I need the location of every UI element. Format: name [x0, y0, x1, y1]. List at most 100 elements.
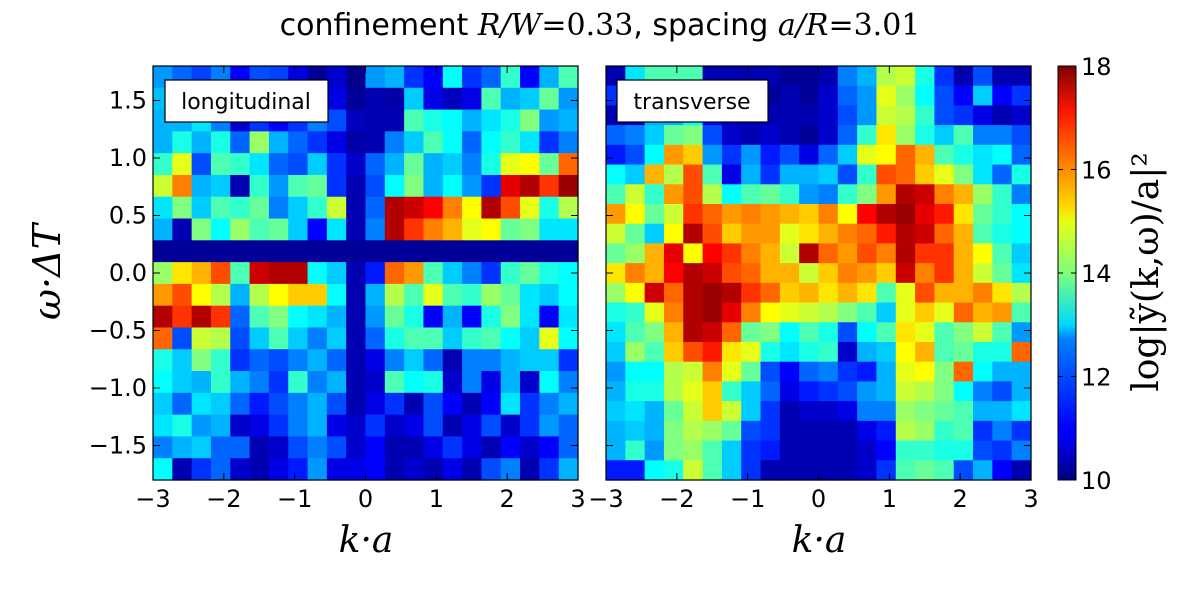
heatmap-cell	[481, 87, 502, 111]
heatmap-cell	[191, 327, 212, 350]
heatmap-cell	[663, 263, 684, 284]
heatmap-cell	[365, 305, 386, 329]
colorbar-tick-label: 18	[1081, 53, 1112, 81]
heatmap-cell	[172, 458, 193, 481]
heatmap-cell	[779, 105, 800, 126]
colorbar-label: log|ỹ(k,ω)/a|²	[1126, 152, 1167, 392]
heatmap-cell	[326, 283, 347, 307]
heatmap-cell	[249, 349, 270, 372]
heatmap-cell	[326, 305, 347, 329]
heatmap-cell	[934, 223, 955, 245]
heatmap-cell	[365, 66, 386, 89]
heatmap-cell	[934, 184, 955, 205]
heatmap-cell	[404, 87, 425, 111]
heatmap-cell	[520, 174, 540, 198]
heatmap-cell	[210, 349, 231, 372]
heatmap-cell	[172, 414, 193, 438]
heatmap-cell	[779, 440, 800, 461]
heatmap-cell	[230, 240, 251, 263]
heatmap-cell	[288, 305, 309, 329]
heatmap-cell	[895, 302, 916, 323]
heatmap-cell	[404, 392, 425, 416]
heatmap-cell	[153, 436, 173, 459]
heatmap-cell	[702, 460, 723, 481]
heatmap-cell	[837, 144, 858, 166]
heatmap-cell	[404, 131, 425, 154]
heatmap-cell	[346, 240, 367, 263]
heatmap-cell	[153, 392, 173, 416]
heatmap-cell	[857, 263, 878, 284]
heatmap-cell	[702, 342, 723, 363]
heatmap-cell	[625, 460, 646, 481]
heatmap-cell	[741, 243, 762, 264]
heatmap-cell	[481, 283, 502, 307]
heatmap-cell	[210, 240, 231, 263]
heatmap-cell	[326, 87, 347, 111]
heatmap-cell	[172, 305, 193, 329]
heatmap-cell	[442, 153, 463, 176]
heatmap-cell	[539, 196, 560, 220]
heatmap-cell	[837, 85, 858, 107]
heatmap-cell	[837, 164, 858, 185]
heatmap-cell	[644, 361, 665, 383]
heatmap-cell	[520, 262, 540, 285]
heatmap-cell	[404, 66, 425, 89]
heatmap-cell	[992, 85, 1013, 107]
heatmap-cell	[702, 322, 723, 343]
heatmap-cell	[625, 125, 646, 146]
heatmap-cell	[818, 401, 839, 422]
heatmap-cell	[644, 440, 665, 461]
heatmap-cell	[288, 392, 309, 416]
heatmap-cell	[1011, 223, 1032, 245]
heatmap-cell	[404, 262, 425, 285]
heatmap-cell	[442, 349, 463, 372]
heatmap-cell	[683, 282, 704, 304]
heatmap-cell	[520, 218, 540, 241]
heatmap-cell	[307, 240, 328, 263]
heatmap-cell	[539, 305, 560, 329]
heatmap-cell	[663, 420, 684, 442]
heatmap-cell	[346, 218, 367, 241]
heatmap-cell	[365, 283, 386, 307]
heatmap-cell	[326, 196, 347, 220]
heatmap-cell	[741, 144, 762, 166]
heatmap-cell	[539, 131, 560, 154]
heatmap-cell	[558, 283, 579, 307]
heatmap-cell	[268, 262, 289, 285]
heatmap-cell	[365, 436, 386, 459]
heatmap-cell	[741, 460, 762, 481]
heatmap-cell	[915, 302, 936, 323]
heatmap-cell	[625, 420, 646, 442]
heatmap-cell	[741, 381, 762, 402]
heatmap-cell	[663, 460, 684, 481]
heatmap-cell	[644, 164, 665, 185]
heatmap-cell	[895, 282, 916, 304]
x-axis-label-right: k·a	[792, 520, 847, 561]
heatmap-cell	[307, 458, 328, 481]
heatmap-cell	[1011, 401, 1032, 422]
heatmap-cell	[915, 282, 936, 304]
heatmap-cell	[992, 322, 1013, 343]
heatmap-cell	[365, 109, 386, 132]
heatmap-cell	[876, 125, 897, 146]
heatmap-cell	[172, 131, 193, 154]
heatmap-cell	[760, 322, 781, 343]
heatmap-cell	[249, 305, 270, 329]
heatmap-cell	[683, 440, 704, 461]
heatmap-cell	[876, 85, 897, 107]
heatmap-cell	[818, 420, 839, 442]
x-tick-label: 1	[429, 485, 444, 513]
heatmap-cell	[953, 66, 974, 87]
heatmap-cell	[934, 361, 955, 383]
heatmap-cell	[721, 302, 742, 323]
heatmap-cell	[895, 460, 916, 481]
heatmap-cell	[423, 240, 444, 263]
heatmap-cell	[857, 440, 878, 461]
heatmap-cell	[876, 381, 897, 402]
heatmap-cell	[683, 401, 704, 422]
heatmap-cell	[442, 436, 463, 459]
heatmap-cell	[210, 131, 231, 154]
heatmap-cell	[230, 262, 251, 285]
heatmap-cell	[210, 218, 231, 241]
heatmap-cell	[500, 305, 521, 329]
